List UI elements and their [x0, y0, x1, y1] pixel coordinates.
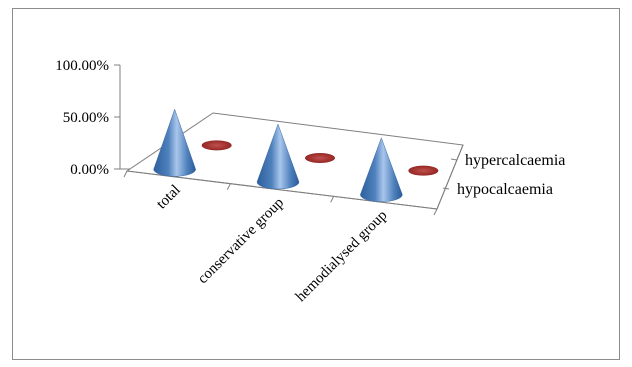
- x-tick-label: total: [154, 182, 184, 212]
- depth-tick: [450, 158, 458, 161]
- cone: [153, 108, 196, 177]
- bar-hypercalcaemia-2: [305, 153, 335, 163]
- x-axis-front: [126, 170, 438, 210]
- chart: 0.00% 50.00% 100.00% total conservative gro…: [55, 58, 565, 305]
- bar-hypercalcaemia-1: [201, 140, 232, 151]
- x-tick: [433, 208, 438, 216]
- bar-hypercalcaemia-3: [408, 165, 439, 176]
- depth-tick: [442, 187, 450, 190]
- x-tick-label: hemodialysed group: [293, 207, 391, 305]
- x-ticks: [123, 170, 438, 216]
- series-labels: hypocalcaemia hypercalcaemia: [442, 152, 565, 198]
- x-tick: [123, 170, 128, 178]
- x-tick: [226, 183, 231, 190]
- x-tick-label: conservative group: [195, 195, 287, 287]
- series-label: hypercalcaemia: [465, 152, 565, 169]
- chart-marks: [153, 108, 439, 202]
- x-tick: [330, 196, 335, 203]
- depth-axis: [436, 144, 464, 210]
- x-tick-labels: total conservative group hemodialysed grou…: [154, 182, 391, 305]
- cone: [256, 123, 300, 190]
- chart-frame: 0.00% 50.00% 100.00% total conservative gro…: [12, 8, 620, 360]
- y-tick-label: 100.00%: [55, 58, 109, 74]
- cone: [360, 137, 403, 202]
- y-tick-label: 50.00%: [63, 110, 109, 126]
- y-tick-label: 0.00%: [70, 162, 109, 178]
- bar-hypocalcaemia-3: [360, 137, 403, 202]
- y-ticks: 0.00% 50.00% 100.00%: [55, 58, 120, 178]
- bar-hypocalcaemia-2: [256, 123, 300, 190]
- bar-hypocalcaemia-1: [153, 108, 196, 177]
- series-label: hypocalcaemia: [457, 181, 553, 198]
